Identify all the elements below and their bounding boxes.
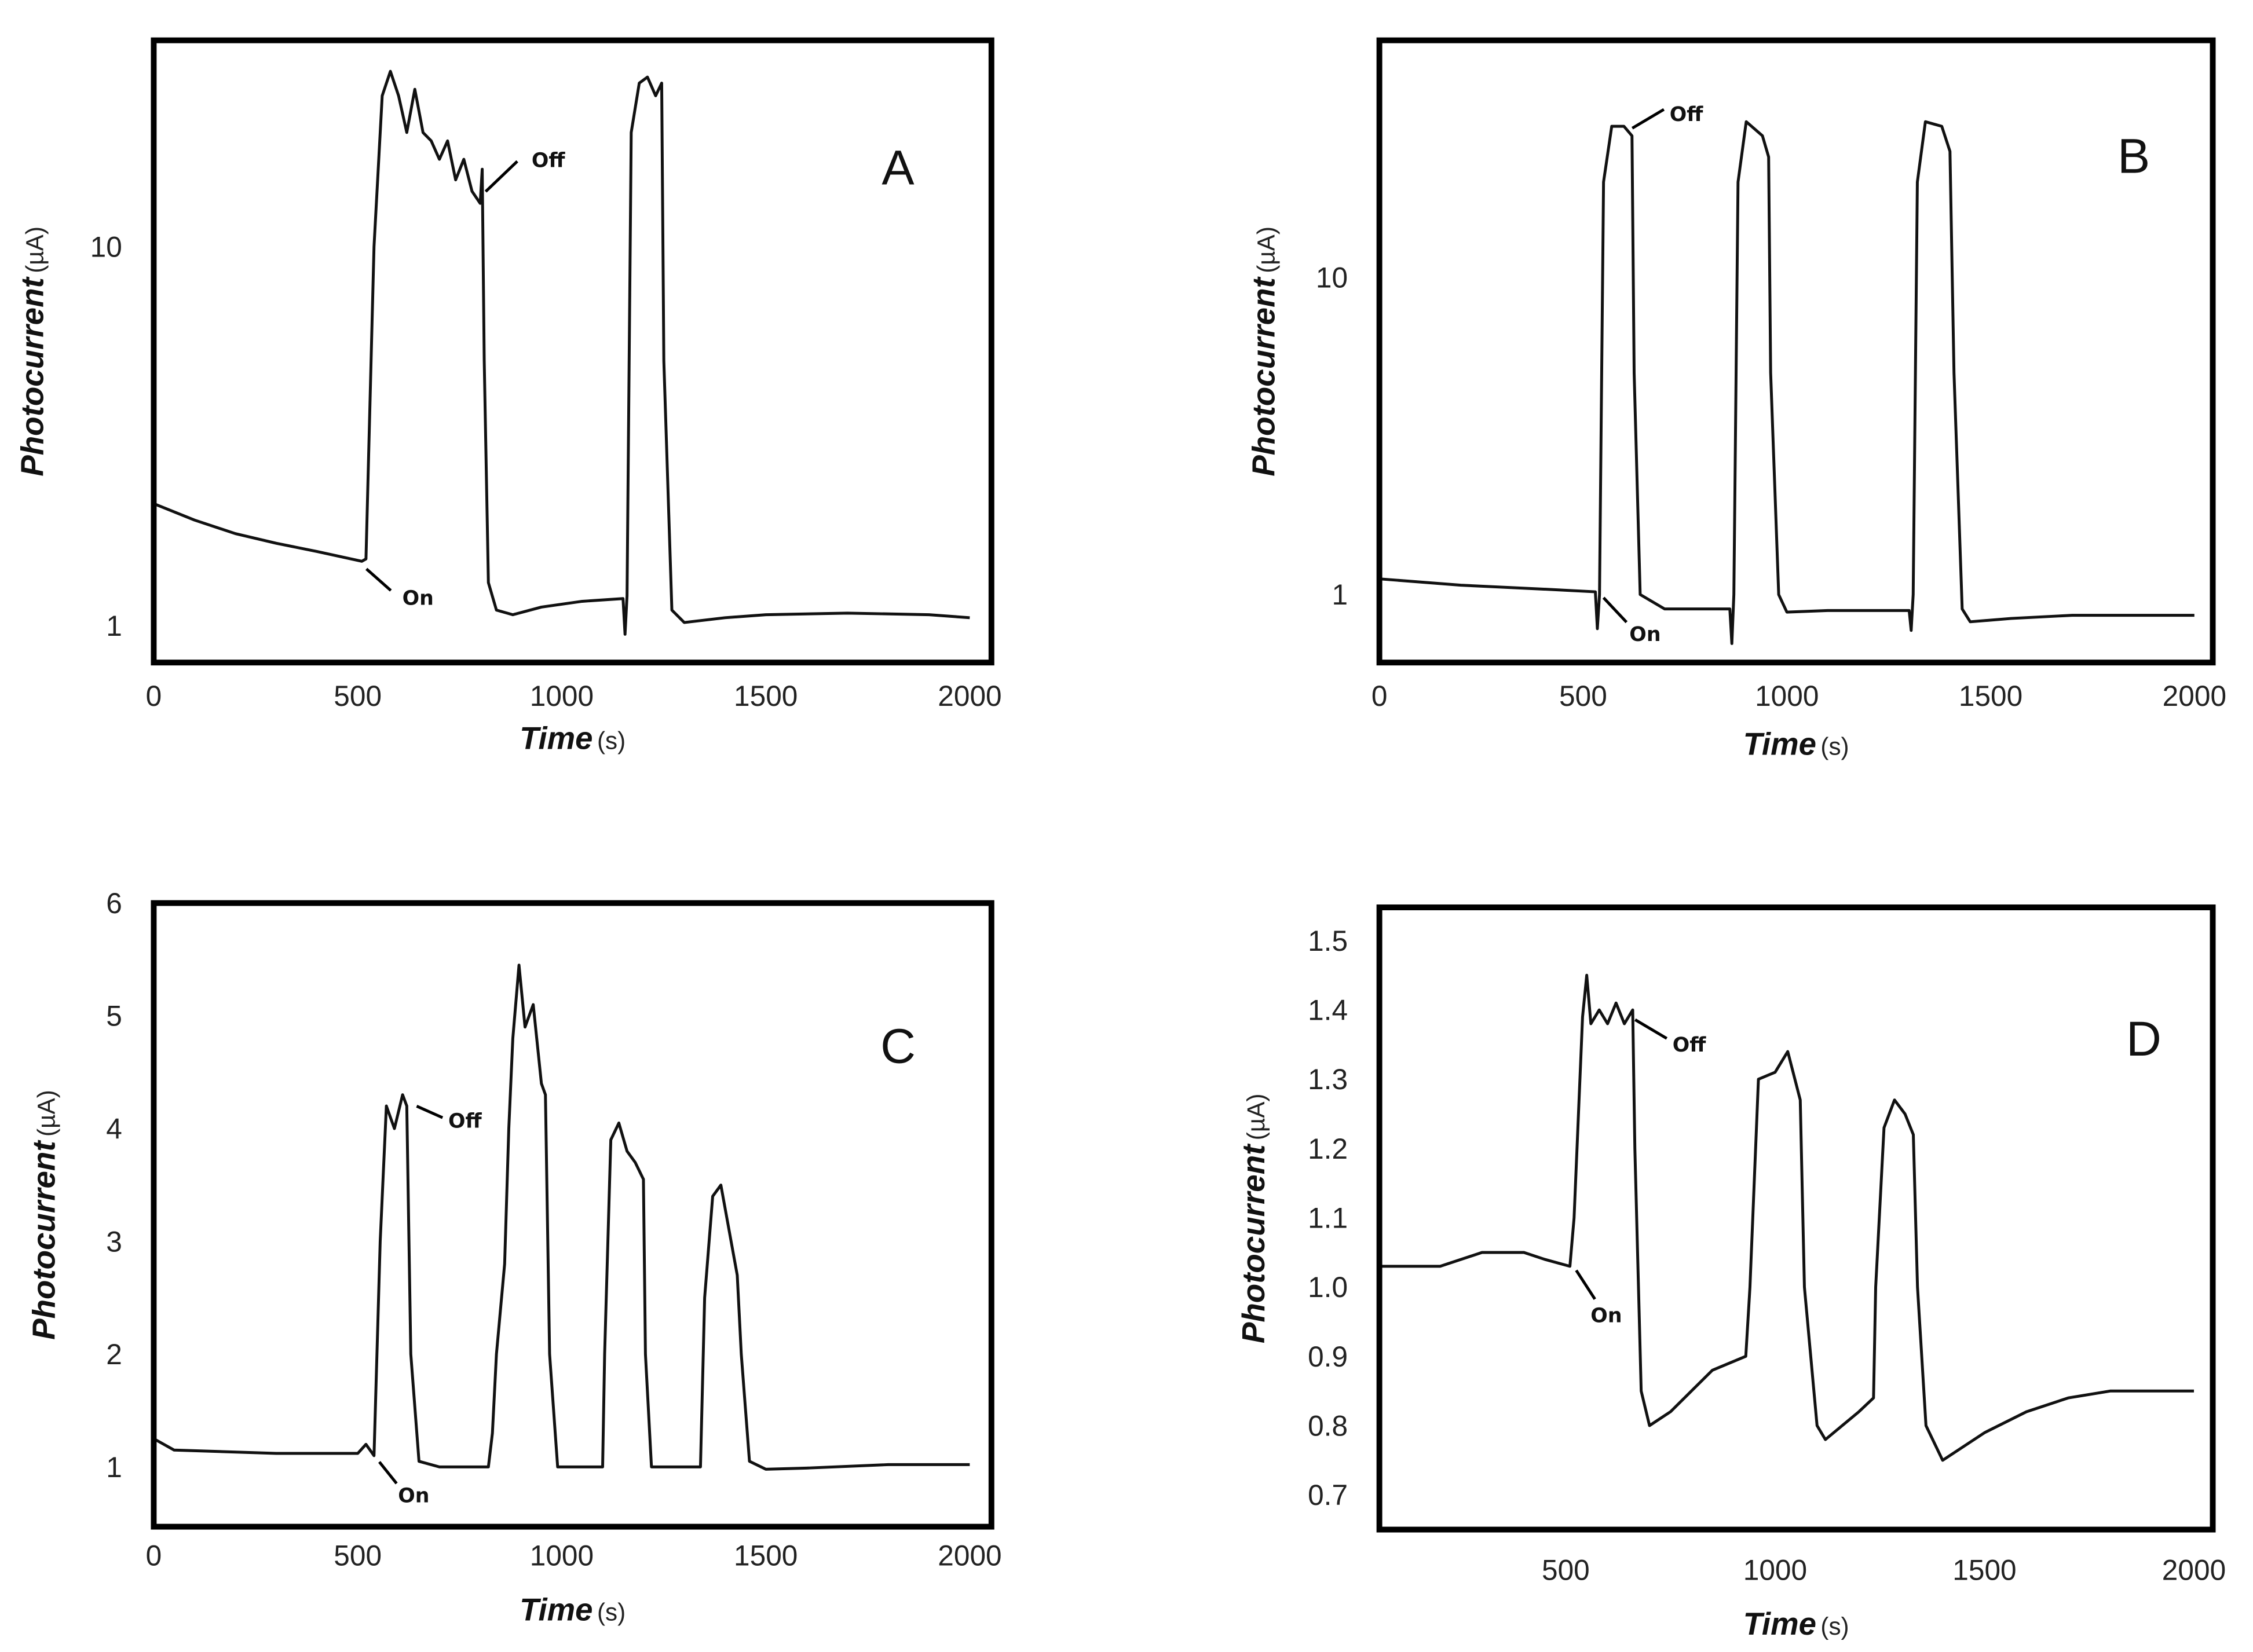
x-axis-label: Time (s) (1743, 1606, 1849, 1642)
y-tick-label: 1.1 (1308, 1202, 1348, 1234)
y-tick-label: 5 (106, 1000, 122, 1032)
x-tick-label: 500 (1559, 680, 1607, 712)
annotation-off-leader (1634, 1018, 1668, 1040)
x-axis-unit: (s) (597, 1598, 626, 1625)
x-axis-unit: (s) (597, 727, 626, 754)
annotation-on: On (1590, 1304, 1622, 1327)
y-axis-title: Photocurrent (26, 1140, 61, 1340)
series-line-photocurrent (1379, 120, 2195, 645)
x-tick-label: 0 (146, 1540, 162, 1572)
series-line-photocurrent (153, 964, 970, 1471)
y-tick-label: 1.2 (1308, 1133, 1348, 1165)
y-tick-label: 1 (1332, 578, 1348, 611)
annotation-on-leader (1575, 1269, 1596, 1300)
x-tick-label: 500 (334, 1540, 382, 1572)
y-tick-label: 2 (106, 1338, 122, 1371)
x-axis-title: Time (1743, 1606, 1816, 1642)
x-tick-label: 500 (1542, 1554, 1590, 1587)
panel-b: 0 500 1000 1500 2000 1 10 Time (s) Photocurrent(µ… (1246, 37, 2226, 761)
panel-c: 0 500 1000 1500 2000 1 2 3 4 5 6 Time (s) Photocurren… (26, 887, 1001, 1627)
x-tick-label: 2000 (938, 1540, 1001, 1572)
y-axis-unit: (µA) (21, 226, 48, 273)
panel-letter: A (882, 140, 915, 195)
x-axis-label: Time (s) (520, 1592, 626, 1627)
annotation-off: Off (532, 149, 565, 172)
x-tick-label: 1500 (1959, 680, 2022, 712)
annotation-on-leader (378, 1461, 398, 1485)
y-axis-unit: (µA) (1242, 1093, 1270, 1140)
x-axis-unit: (s) (1820, 732, 1849, 760)
y-axis-unit: (µA) (1253, 226, 1280, 273)
x-tick-label: 2000 (2162, 1554, 2226, 1587)
x-tick-label: 2000 (2163, 680, 2226, 712)
annotation-off: Off (1673, 1034, 1706, 1057)
panel-a: 0 500 1000 1500 2000 1 10 Time (s) Photocurrent(µ… (14, 37, 1002, 756)
x-tick-label: 1500 (1952, 1554, 2016, 1587)
y-axis-unit: (µA) (32, 1090, 60, 1137)
y-tick-label: 0.8 (1308, 1409, 1348, 1442)
x-tick-label: 1000 (530, 680, 594, 712)
y-tick-label: 10 (90, 230, 122, 263)
series-line-photocurrent (1379, 973, 2195, 1462)
y-tick-label: 1.5 (1308, 925, 1348, 957)
panel-d: 500 1000 1500 2000 0.7 0.8 0.9 1.0 1.1 1.2 1.3 1.4 1… (1236, 904, 2226, 1642)
annotation-off-leader (416, 1105, 444, 1119)
annotation-on-leader (365, 567, 392, 592)
y-tick-label: 0.9 (1308, 1340, 1348, 1373)
x-axis-title: Time (1743, 726, 1816, 761)
x-tick-label: 500 (334, 680, 382, 712)
x-tick-label: 1000 (530, 1540, 594, 1572)
y-tick-label: 1.0 (1308, 1271, 1348, 1303)
y-tick-label: 1.3 (1308, 1063, 1348, 1096)
x-tick-label: 1000 (1743, 1554, 1807, 1587)
y-tick-label: 1 (106, 1451, 122, 1483)
annotation-on-leader (1602, 596, 1628, 624)
annotation-on: On (403, 587, 434, 610)
series-line-photocurrent (153, 69, 970, 636)
annotation-on: On (1629, 623, 1661, 646)
panel-letter: D (2126, 1012, 2161, 1066)
y-tick-label: 3 (106, 1225, 122, 1258)
y-axis-label: Photocurrent (µA) (14, 226, 50, 477)
x-tick-label: 0 (146, 680, 162, 712)
annotation-off: Off (448, 1110, 482, 1133)
y-axis-title: Photocurrent (1236, 1143, 1271, 1343)
y-tick-label: 1 (106, 610, 122, 642)
x-tick-label: 2000 (938, 680, 1001, 712)
x-tick-label: 0 (1371, 680, 1388, 712)
plot-frame (151, 900, 994, 1530)
annotation-on: On (398, 1484, 429, 1507)
y-tick-label: 0.7 (1308, 1479, 1348, 1511)
y-tick-label: 6 (106, 887, 122, 920)
x-axis-unit: (s) (1820, 1613, 1849, 1640)
y-axis-label: Photocurrent (µA) (1246, 226, 1282, 477)
y-tick-label: 10 (1316, 262, 1348, 294)
x-axis-label: Time (s) (520, 720, 626, 756)
y-tick-label: 4 (106, 1112, 122, 1145)
x-tick-label: 1500 (734, 1540, 798, 1572)
y-axis-title: Photocurrent (14, 276, 50, 476)
annotation-off: Off (1670, 103, 1703, 126)
annotation-off-leader (1632, 108, 1665, 130)
x-axis-label: Time (s) (1743, 726, 1849, 761)
panel-letter: B (2117, 129, 2150, 183)
panel-letter: C (880, 1019, 916, 1074)
y-axis-title: Photocurrent (1246, 276, 1282, 476)
x-tick-label: 1500 (734, 680, 798, 712)
annotation-off-leader (484, 160, 518, 193)
y-tick-label: 1.4 (1308, 994, 1348, 1026)
x-axis-title: Time (520, 1592, 592, 1627)
y-axis-label: Photocurrent (µA) (1236, 1093, 1271, 1343)
x-axis-title: Time (520, 720, 592, 756)
plot-frame (1376, 37, 2216, 666)
y-axis-label: Photocurrent (µA) (26, 1090, 61, 1340)
plot-frame (151, 37, 994, 666)
plot-frame (1376, 904, 2216, 1533)
x-tick-label: 1000 (1755, 680, 1819, 712)
